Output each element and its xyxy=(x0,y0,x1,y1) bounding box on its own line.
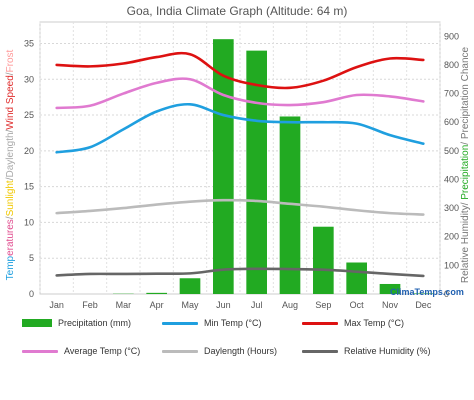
series-lines xyxy=(55,51,425,278)
legend-swatch-daylength xyxy=(162,349,198,353)
axis-title-segment: Wind Speed xyxy=(5,75,16,129)
precipitation-bar-may xyxy=(179,278,201,294)
legend-precipitation: Precipitation (mm) xyxy=(22,316,162,330)
legend-min-temp: Min Temp (°C) xyxy=(162,316,302,330)
axis-title-segment: Temp xyxy=(5,255,16,280)
legend-label-precipitation: Precipitation (mm) xyxy=(58,318,132,328)
axis-title-segment: / xyxy=(5,129,16,132)
precipitation-bar-jun xyxy=(213,39,234,294)
axis-title-segment: Daylength xyxy=(5,132,16,177)
month-label-sep: Sep xyxy=(315,300,331,310)
right-axis-title: Relative Humidity/ Precipitation/ Precip… xyxy=(460,46,471,283)
legend-swatch-humidity xyxy=(302,349,338,353)
right-axis-ticks: 0 100 200 300 400 500 600 700 800 900 xyxy=(444,31,459,299)
legend-daylength: Daylength (Hours) xyxy=(162,344,302,358)
axis-title-segment: Sunlight xyxy=(5,180,16,216)
month-labels: Jan Feb Mar Apr May Jun Jul Aug Sep Oct Nov Dec xyxy=(49,300,431,310)
month-label-dec: Dec xyxy=(415,300,432,310)
right-tick-label: 100 xyxy=(444,260,459,270)
right-tick-label: 500 xyxy=(444,146,459,156)
precipitation-bars xyxy=(113,39,434,295)
legend-humidity: Relative Humidity (%) xyxy=(302,344,452,358)
precipitation-bar-oct xyxy=(346,262,367,294)
month-label-aug: Aug xyxy=(282,300,298,310)
legend-label-average-temp: Average Temp (°C) xyxy=(64,346,141,356)
right-tick-label: 0 xyxy=(444,289,449,299)
legend-label-humidity: Relative Humidity (%) xyxy=(344,346,431,356)
grid-lines xyxy=(39,21,441,295)
chart-title: Goa, India Climate Graph (Altitude: 64 m… xyxy=(127,4,348,18)
line-average-temp xyxy=(55,77,425,110)
axis-title-segment: / xyxy=(5,177,16,180)
precipitation-bar-sep xyxy=(313,226,334,294)
month-label-may: May xyxy=(181,300,199,310)
right-tick-label: 300 xyxy=(444,203,459,213)
month-label-nov: Nov xyxy=(382,300,399,310)
precipitation-bar-apr xyxy=(146,292,167,294)
legend-max-temp: Max Temp (°C) xyxy=(302,316,452,330)
axis-title-segment: eratures xyxy=(5,219,16,256)
line-daylength xyxy=(55,198,425,216)
month-label-jan: Jan xyxy=(49,300,64,310)
left-axis-ticks: 0 5 10 15 20 25 30 35 xyxy=(24,38,34,299)
precipitation-bar-aug xyxy=(279,116,301,294)
right-tick-label: 600 xyxy=(444,117,459,127)
left-tick-label: 25 xyxy=(24,110,34,120)
right-tick-label: 700 xyxy=(444,89,459,99)
legend-swatch-min-temp xyxy=(162,321,198,325)
left-tick-label: 0 xyxy=(29,289,34,299)
month-label-jul: Jul xyxy=(251,300,263,310)
axis-title-segment: / xyxy=(5,216,16,219)
month-label-jun: Jun xyxy=(216,300,231,310)
month-label-oct: Oct xyxy=(350,300,365,310)
climate-chart-svg: Goa, India Climate Graph (Altitude: 64 m… xyxy=(5,4,471,310)
legend-label-min-temp: Min Temp (°C) xyxy=(204,318,262,328)
left-tick-label: 20 xyxy=(24,146,34,156)
left-tick-label: 35 xyxy=(24,38,34,48)
left-tick-label: 15 xyxy=(24,182,34,192)
legend-average-temp: Average Temp (°C) xyxy=(22,344,162,358)
line-relative-humidity xyxy=(55,267,425,278)
left-axis-title: Temperatures/Sunlight/Daylength/Wind Spe… xyxy=(5,49,16,280)
legend-swatch-max-temp xyxy=(302,321,338,325)
right-tick-label: 400 xyxy=(444,174,459,184)
brand-label[interactable]: ClimaTemps.com xyxy=(390,287,464,297)
axis-title-segment: Relative Humidity/ xyxy=(460,200,471,283)
line-max-temp xyxy=(55,51,425,90)
right-tick-label: 900 xyxy=(444,31,459,41)
legend-label-max-temp: Max Temp (°C) xyxy=(344,318,404,328)
precipitation-bar-dec xyxy=(413,293,434,294)
axis-title-segment: Frost xyxy=(5,49,16,72)
precipitation-bar-nov xyxy=(379,283,401,294)
legend-swatch-precipitation xyxy=(22,319,52,327)
legend: Precipitation (mm) Min Temp (°C) Max Tem… xyxy=(22,316,474,358)
line-min-temp xyxy=(55,102,425,154)
left-tick-label: 10 xyxy=(24,217,34,227)
axis-title-segment: / Precipitation Chance xyxy=(460,46,471,144)
legend-swatch-average-temp xyxy=(22,349,58,353)
right-tick-label: 200 xyxy=(444,232,459,242)
month-label-feb: Feb xyxy=(82,300,98,310)
axis-title-segment: Precipitation xyxy=(460,145,471,200)
precipitation-bar-jul xyxy=(246,50,267,295)
month-label-mar: Mar xyxy=(116,300,132,310)
left-tick-label: 30 xyxy=(24,74,34,84)
month-label-apr: Apr xyxy=(150,300,164,310)
legend-label-daylength: Daylength (Hours) xyxy=(204,346,278,356)
right-tick-label: 800 xyxy=(444,60,459,70)
left-tick-label: 5 xyxy=(29,253,34,263)
axis-title-segment: / xyxy=(5,72,16,75)
